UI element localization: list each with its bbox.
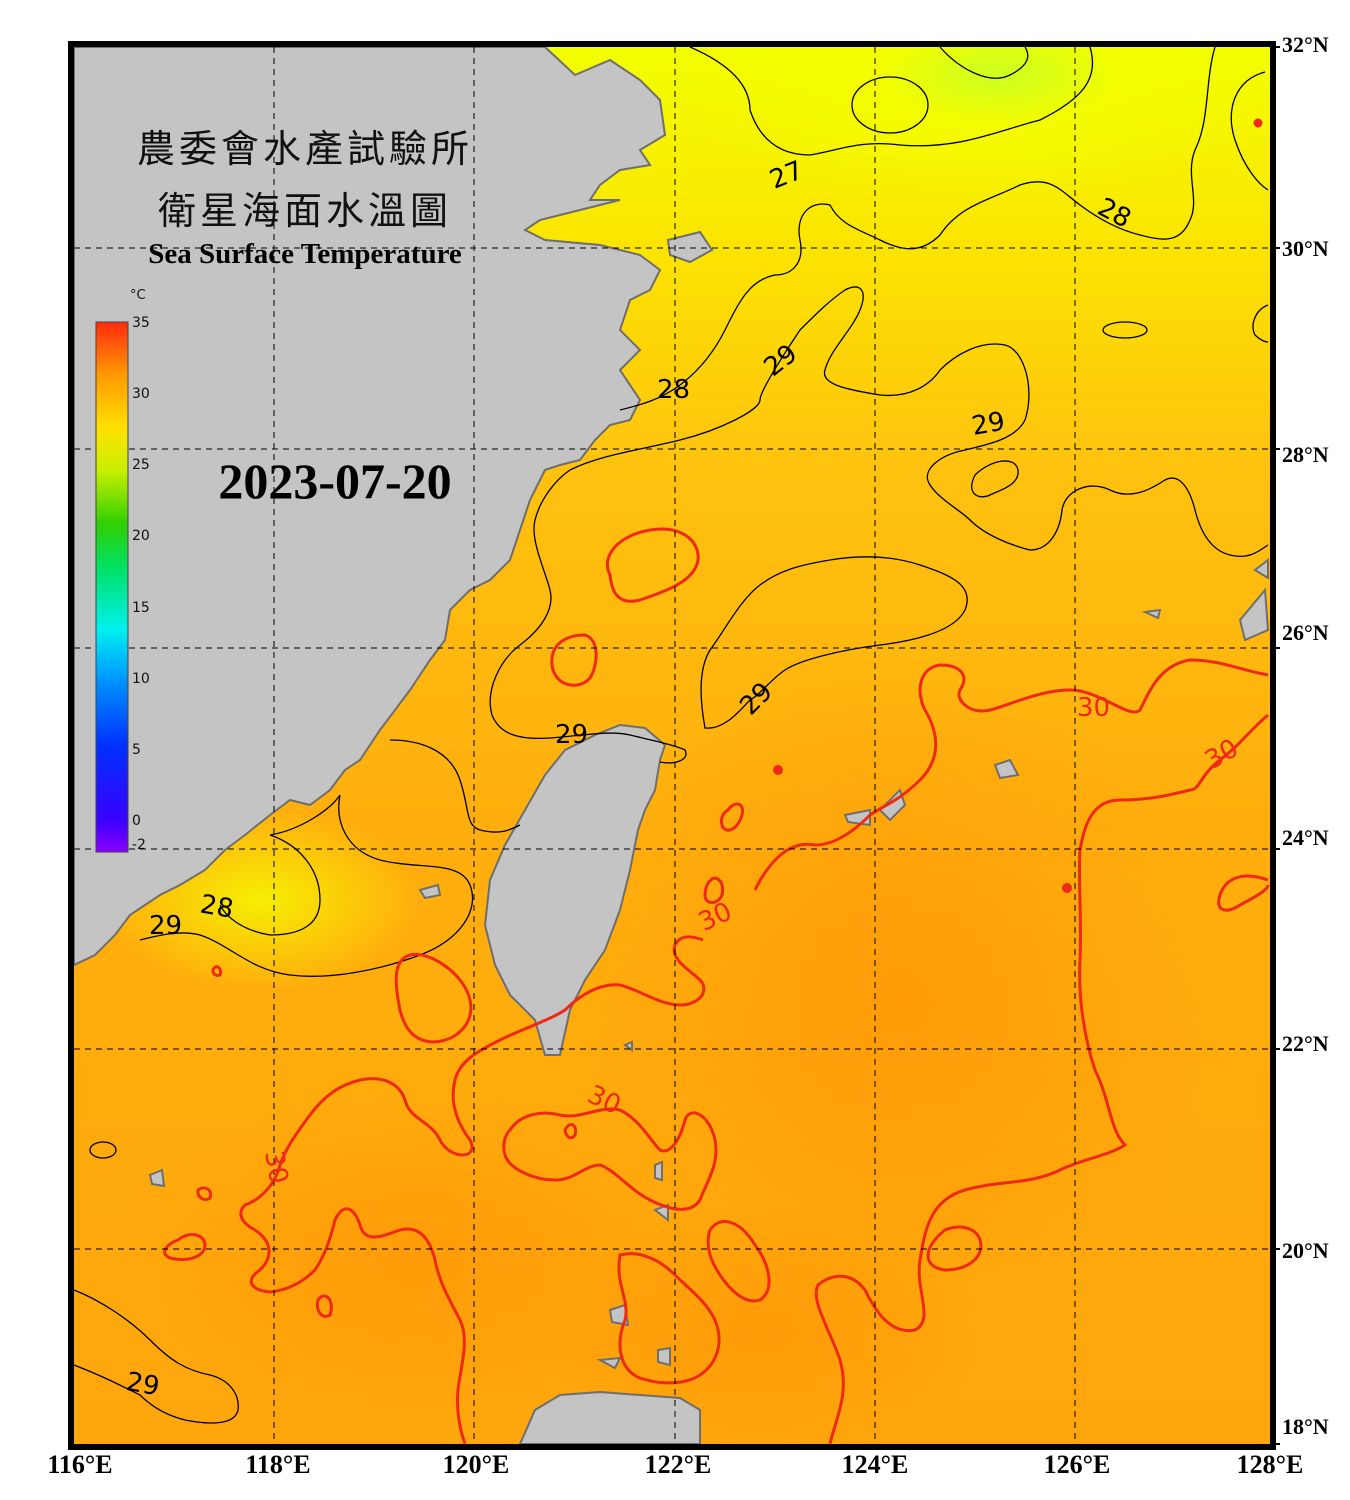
lon-label: 120°E bbox=[442, 1450, 510, 1479]
colorbar bbox=[95, 321, 129, 853]
map-date: 2023-07-20 bbox=[218, 453, 452, 509]
lat-label: 22°N bbox=[1282, 1031, 1329, 1056]
land-taiwan bbox=[483, 723, 667, 1056]
colorbar-tick: 35 bbox=[132, 315, 150, 331]
contour-label: 28 bbox=[198, 889, 236, 924]
lat-label: 32°N bbox=[1282, 32, 1329, 57]
lon-label: 116°E bbox=[47, 1450, 113, 1479]
warm-core-east bbox=[570, 670, 1230, 1330]
title-zh-institute: 農委會水產試驗所 bbox=[136, 127, 473, 171]
lime-patch-north bbox=[880, 47, 1120, 125]
contour-label: 29 bbox=[969, 407, 1007, 442]
colorbar-unit: °C bbox=[130, 288, 146, 303]
colorbar-tick: 10 bbox=[132, 671, 150, 687]
contour-label: 29 bbox=[149, 911, 182, 941]
lat-label: 24°N bbox=[1282, 825, 1329, 850]
colorbar-tick: 20 bbox=[132, 528, 150, 544]
lon-label: 124°E bbox=[841, 1450, 909, 1479]
lat-label: 20°N bbox=[1282, 1238, 1329, 1263]
colorbar-tick: 5 bbox=[132, 742, 141, 758]
colorbar-tick: 0 bbox=[132, 813, 141, 829]
cool-patch-north bbox=[680, 47, 1270, 205]
isotherms-30 bbox=[163, 118, 1270, 1444]
lon-label: 118°E bbox=[245, 1450, 311, 1479]
colorbar-tick: -2 bbox=[132, 837, 146, 853]
lat-label: 28°N bbox=[1282, 442, 1329, 467]
contour-label: 29 bbox=[124, 1367, 162, 1402]
title-zh-map: 衛星海面水溫圖 bbox=[157, 189, 452, 233]
graticule bbox=[74, 47, 1270, 1444]
contour-label: 30 bbox=[1077, 693, 1110, 723]
map-frame bbox=[68, 41, 1276, 1450]
title-en: Sea Surface Temperature bbox=[148, 238, 462, 270]
colorbar-tick: 30 bbox=[132, 386, 150, 402]
land-china bbox=[74, 47, 667, 967]
lon-label: 126°E bbox=[1043, 1450, 1111, 1479]
contour-label: 28 bbox=[657, 375, 690, 405]
colorbar-tick: 25 bbox=[132, 457, 150, 473]
lat-label: 30°N bbox=[1282, 236, 1329, 261]
contour-label: 29 bbox=[555, 720, 588, 750]
colorbar-tick: 15 bbox=[132, 600, 150, 616]
lat-label: 18°N bbox=[1282, 1414, 1329, 1439]
isotherms-black bbox=[74, 47, 1269, 1424]
land-luzon bbox=[518, 1390, 701, 1444]
lat-label: 26°N bbox=[1282, 620, 1329, 645]
lat-ticks bbox=[1273, 46, 1280, 1445]
lon-label: 128°E bbox=[1236, 1450, 1304, 1479]
lon-label: 122°E bbox=[644, 1450, 712, 1479]
contour-label: 30 bbox=[258, 1148, 293, 1186]
